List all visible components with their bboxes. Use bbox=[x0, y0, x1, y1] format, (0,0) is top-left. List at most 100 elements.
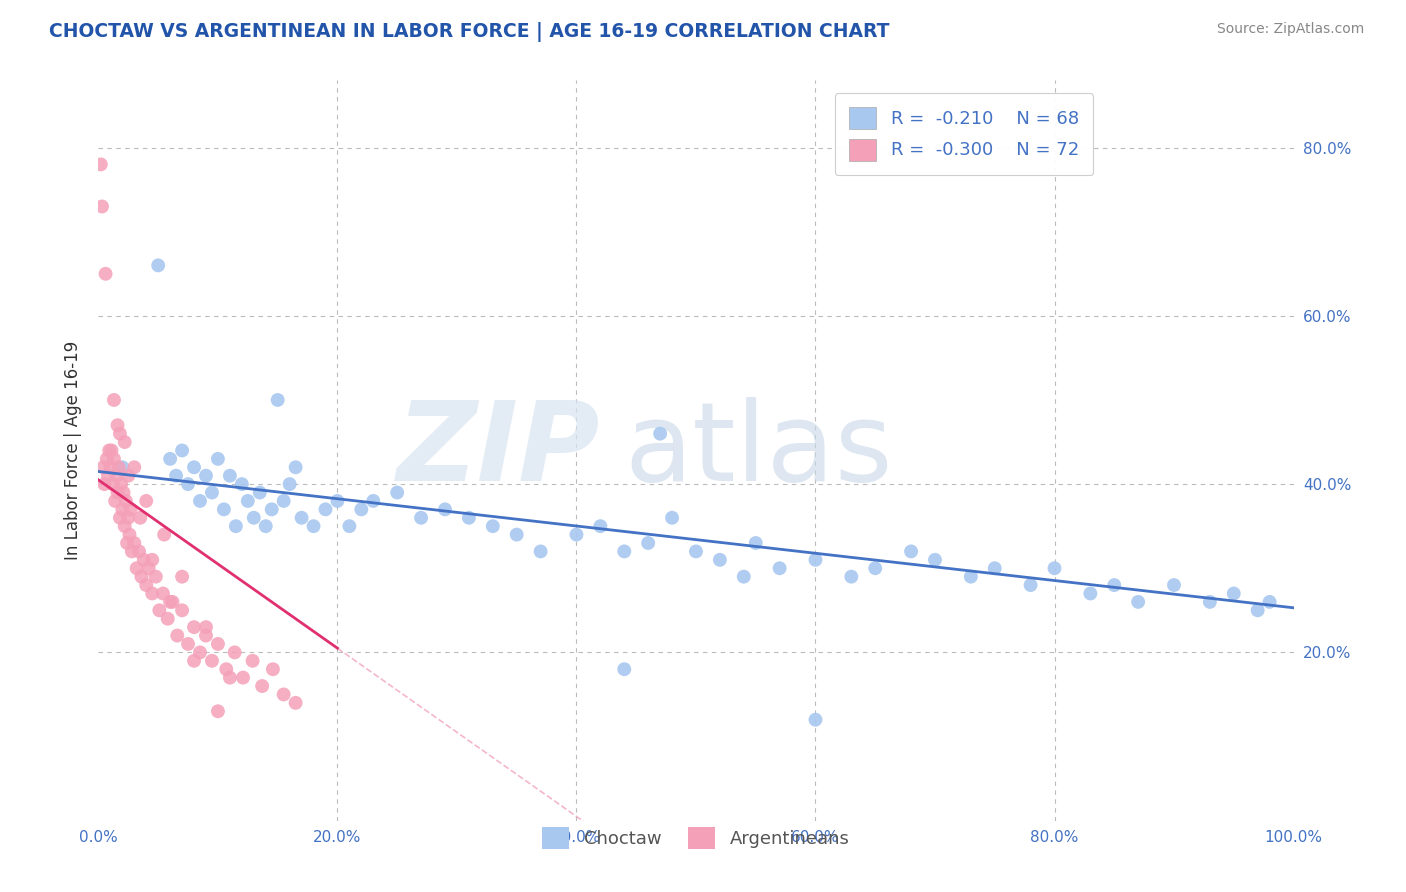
Point bbox=[177, 637, 200, 651]
Point bbox=[385, 485, 409, 500]
Point bbox=[195, 620, 218, 634]
Point bbox=[960, 569, 983, 583]
Point bbox=[733, 569, 755, 583]
Point bbox=[105, 468, 128, 483]
Point bbox=[709, 553, 731, 567]
Point bbox=[745, 536, 768, 550]
Point bbox=[132, 553, 155, 567]
Point bbox=[900, 544, 922, 558]
Point bbox=[1163, 578, 1185, 592]
Point bbox=[506, 527, 529, 541]
Point bbox=[108, 426, 131, 441]
Point bbox=[135, 578, 157, 592]
Point bbox=[1199, 595, 1222, 609]
Point bbox=[236, 494, 259, 508]
Point bbox=[841, 569, 863, 583]
Point bbox=[128, 544, 150, 558]
Point bbox=[195, 628, 218, 642]
Point bbox=[114, 519, 136, 533]
Point bbox=[172, 603, 194, 617]
Legend: Choctaw, Argentineans: Choctaw, Argentineans bbox=[534, 820, 858, 856]
Point bbox=[98, 443, 121, 458]
Point bbox=[124, 536, 146, 550]
Point bbox=[339, 519, 361, 533]
Point bbox=[613, 662, 636, 676]
Point bbox=[804, 713, 827, 727]
Point bbox=[1128, 595, 1150, 609]
Point bbox=[117, 510, 139, 524]
Point bbox=[212, 502, 235, 516]
Point bbox=[152, 586, 174, 600]
Point bbox=[613, 544, 636, 558]
Point bbox=[111, 502, 134, 516]
Point bbox=[183, 460, 205, 475]
Point bbox=[112, 485, 135, 500]
Point bbox=[219, 468, 242, 483]
Point bbox=[138, 561, 160, 575]
Point bbox=[108, 510, 131, 524]
Point bbox=[637, 536, 659, 550]
Point bbox=[231, 477, 253, 491]
Point bbox=[93, 477, 115, 491]
Point bbox=[262, 662, 284, 676]
Point bbox=[141, 553, 163, 567]
Point bbox=[141, 586, 163, 600]
Point bbox=[291, 510, 314, 524]
Point bbox=[201, 485, 224, 500]
Point bbox=[273, 688, 295, 702]
Point bbox=[326, 494, 349, 508]
Point bbox=[153, 527, 176, 541]
Point bbox=[242, 654, 264, 668]
Point bbox=[565, 527, 588, 541]
Point bbox=[159, 595, 181, 609]
Point bbox=[224, 645, 246, 659]
Point bbox=[232, 671, 254, 685]
Point bbox=[1247, 603, 1270, 617]
Point bbox=[363, 494, 385, 508]
Point bbox=[94, 267, 117, 281]
Point bbox=[984, 561, 1007, 575]
Point bbox=[215, 662, 238, 676]
Point bbox=[156, 612, 179, 626]
Point bbox=[267, 392, 290, 407]
Point bbox=[90, 157, 112, 171]
Point bbox=[125, 561, 148, 575]
Point bbox=[91, 199, 114, 213]
Point bbox=[107, 460, 129, 475]
Point bbox=[865, 561, 887, 575]
Point bbox=[135, 494, 157, 508]
Point bbox=[148, 258, 170, 272]
Point bbox=[1080, 586, 1102, 600]
Point bbox=[98, 460, 122, 475]
Point bbox=[219, 671, 242, 685]
Point bbox=[254, 519, 277, 533]
Point bbox=[188, 645, 211, 659]
Point bbox=[91, 460, 114, 475]
Point bbox=[103, 392, 125, 407]
Point bbox=[924, 553, 946, 567]
Point bbox=[661, 510, 683, 524]
Point bbox=[1104, 578, 1126, 592]
Text: CHOCTAW VS ARGENTINEAN IN LABOR FORCE | AGE 16-19 CORRELATION CHART: CHOCTAW VS ARGENTINEAN IN LABOR FORCE | … bbox=[49, 22, 890, 42]
Point bbox=[118, 527, 141, 541]
Point bbox=[100, 443, 122, 458]
Point bbox=[589, 519, 612, 533]
Point bbox=[458, 510, 481, 524]
Point bbox=[278, 477, 301, 491]
Point bbox=[165, 468, 187, 483]
Point bbox=[103, 451, 125, 466]
Point bbox=[129, 510, 152, 524]
Point bbox=[101, 477, 124, 491]
Point bbox=[104, 494, 127, 508]
Point bbox=[96, 451, 118, 466]
Point bbox=[1019, 578, 1042, 592]
Point bbox=[1258, 595, 1281, 609]
Point bbox=[124, 460, 146, 475]
Point bbox=[481, 519, 505, 533]
Text: Source: ZipAtlas.com: Source: ZipAtlas.com bbox=[1216, 22, 1364, 37]
Point bbox=[162, 595, 184, 609]
Point bbox=[117, 468, 139, 483]
Point bbox=[315, 502, 337, 516]
Point bbox=[121, 544, 143, 558]
Point bbox=[273, 494, 295, 508]
